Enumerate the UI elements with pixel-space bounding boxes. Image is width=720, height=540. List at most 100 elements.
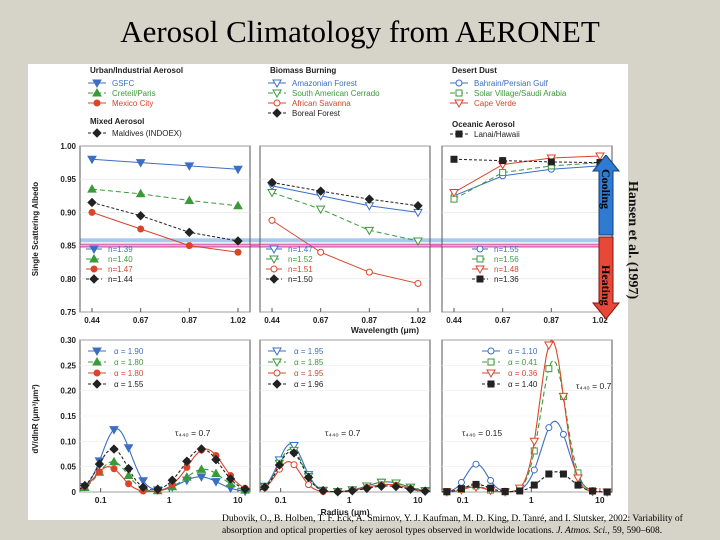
- data-point: [574, 481, 582, 489]
- slide-title: Aerosol Climatology from AERONET: [120, 14, 600, 49]
- tau-label: τ₄₄₀ = 0.7: [325, 428, 361, 438]
- y-tick-label: 0.75: [60, 308, 76, 317]
- x-tick-label: 10: [595, 495, 605, 505]
- data-point: [303, 472, 314, 483]
- x-tick-label: 1.02: [410, 316, 426, 325]
- data-point: [487, 477, 495, 485]
- x-tick-label: 0.87: [182, 316, 198, 325]
- series-line: [453, 162, 601, 200]
- data-point: [137, 225, 145, 233]
- data-point: [365, 268, 373, 276]
- n-label: n=1.55: [494, 245, 519, 254]
- data-point: [123, 470, 134, 480]
- data-point: [95, 468, 103, 476]
- data-point: [315, 205, 326, 215]
- data-point: [225, 474, 236, 484]
- data-point: [545, 470, 553, 478]
- data-point: [499, 157, 507, 165]
- data-point: [185, 242, 193, 250]
- x-axis-label: Radius (μm): [320, 507, 369, 517]
- legend-entry: Amazonian Forest: [292, 79, 358, 88]
- citation-volume: , 59, 590–608.: [607, 526, 663, 536]
- n-label: n=1.48: [494, 265, 519, 274]
- data-point: [290, 461, 298, 469]
- data-point: [138, 477, 149, 486]
- data-point: [516, 487, 524, 495]
- data-point: [305, 481, 313, 489]
- data-point: [167, 475, 177, 485]
- data-point: [88, 208, 96, 216]
- data-point: [413, 201, 423, 211]
- legend-entry: South American Cerrado: [292, 89, 380, 98]
- y-axis-label: dV/dlnR (μm³/μm²): [31, 384, 40, 454]
- data-point: [274, 460, 285, 470]
- data-point: [87, 184, 97, 193]
- size-panel-1: 0.1 1 10 0 0.05 0.10 0.15 0.20 0.25 0.30 dV/dlnR (…: [31, 336, 251, 505]
- cooling-heating-arrow: Cooling Heating: [591, 155, 621, 320]
- n-marker: [476, 255, 484, 263]
- data-point: [420, 486, 430, 496]
- y-tick-label: 0.80: [60, 275, 76, 284]
- series-line: [91, 158, 239, 170]
- size-curve: [259, 461, 431, 493]
- data-point: [123, 444, 134, 453]
- data-point: [135, 188, 146, 198]
- n-marker: [475, 265, 485, 275]
- size-panel-3: 0.1 1 10 α = 1.10 α = 0.41 α = 0.36 α = 1.40 τ₄…: [441, 339, 613, 505]
- n-marker: [476, 275, 484, 283]
- group-title: Biomass Burning: [270, 66, 336, 75]
- legend-entry: Lanai/Hawaii: [474, 130, 520, 139]
- legend-entry: African Savanna: [292, 99, 351, 108]
- alpha-marker: [93, 369, 101, 377]
- alpha-marker: [487, 380, 495, 388]
- data-point: [364, 194, 375, 204]
- data-point: [559, 430, 567, 438]
- size-curve: [441, 471, 612, 493]
- n-marker: [269, 274, 279, 284]
- data-point: [196, 444, 207, 454]
- x-tick-label: 1: [167, 495, 172, 505]
- data-point: [413, 237, 423, 246]
- sub-title: Mixed Aerosol: [90, 117, 144, 126]
- data-point: [457, 478, 465, 486]
- data-point: [487, 484, 495, 492]
- data-point: [181, 472, 192, 481]
- x-tick-label: 0.67: [313, 316, 329, 325]
- n-label: n=1.52: [288, 255, 313, 264]
- y-tick-label: 0.05: [60, 463, 76, 472]
- data-point: [196, 473, 207, 482]
- legend-marker: [92, 128, 102, 138]
- hansen-reference: Hansen et al. (1997): [625, 180, 640, 300]
- legend-marker: [272, 79, 282, 89]
- data-point: [472, 460, 480, 468]
- legend-entry: Cape Verde: [474, 99, 517, 108]
- alpha-marker: [272, 358, 282, 368]
- alpha-label: α = 1.96: [294, 380, 324, 389]
- data-point: [87, 197, 97, 208]
- legend-entry: Boreal Forest: [292, 109, 341, 118]
- aeronet-figure: 0.44 0.67 0.87 1.02 0.75 0.80 0.85 0.90 0.95 1.00…: [28, 64, 628, 520]
- x-tick-label: 0.67: [495, 316, 511, 325]
- data-point: [362, 483, 372, 494]
- data-point: [530, 466, 538, 474]
- legend-marker: [455, 130, 463, 138]
- data-point: [260, 482, 270, 492]
- n-marker: [476, 245, 484, 253]
- alpha-label: α = 1.80: [114, 358, 144, 367]
- y-tick-label: 0.85: [60, 242, 76, 251]
- size-panel-2: 0.1 1 10 Radius (μm) α = 1.95 α = 1.85 α = 1.9…: [259, 339, 431, 517]
- data-point: [333, 487, 343, 497]
- data-point: [529, 437, 540, 447]
- size-curve: [441, 420, 612, 493]
- data-point: [267, 177, 277, 188]
- data-point: [472, 480, 480, 488]
- data-point: [109, 426, 119, 435]
- group-title: Desert Dust: [452, 66, 497, 75]
- data-point: [543, 341, 554, 351]
- n-marker: [269, 245, 279, 255]
- tau-label: τ₄₄₀ = 0.7: [175, 428, 211, 438]
- x-tick-label: 0.87: [362, 316, 378, 325]
- n-label: n=1.50: [288, 275, 313, 284]
- data-point: [530, 447, 538, 455]
- legend-entry: GSFC: [112, 79, 134, 88]
